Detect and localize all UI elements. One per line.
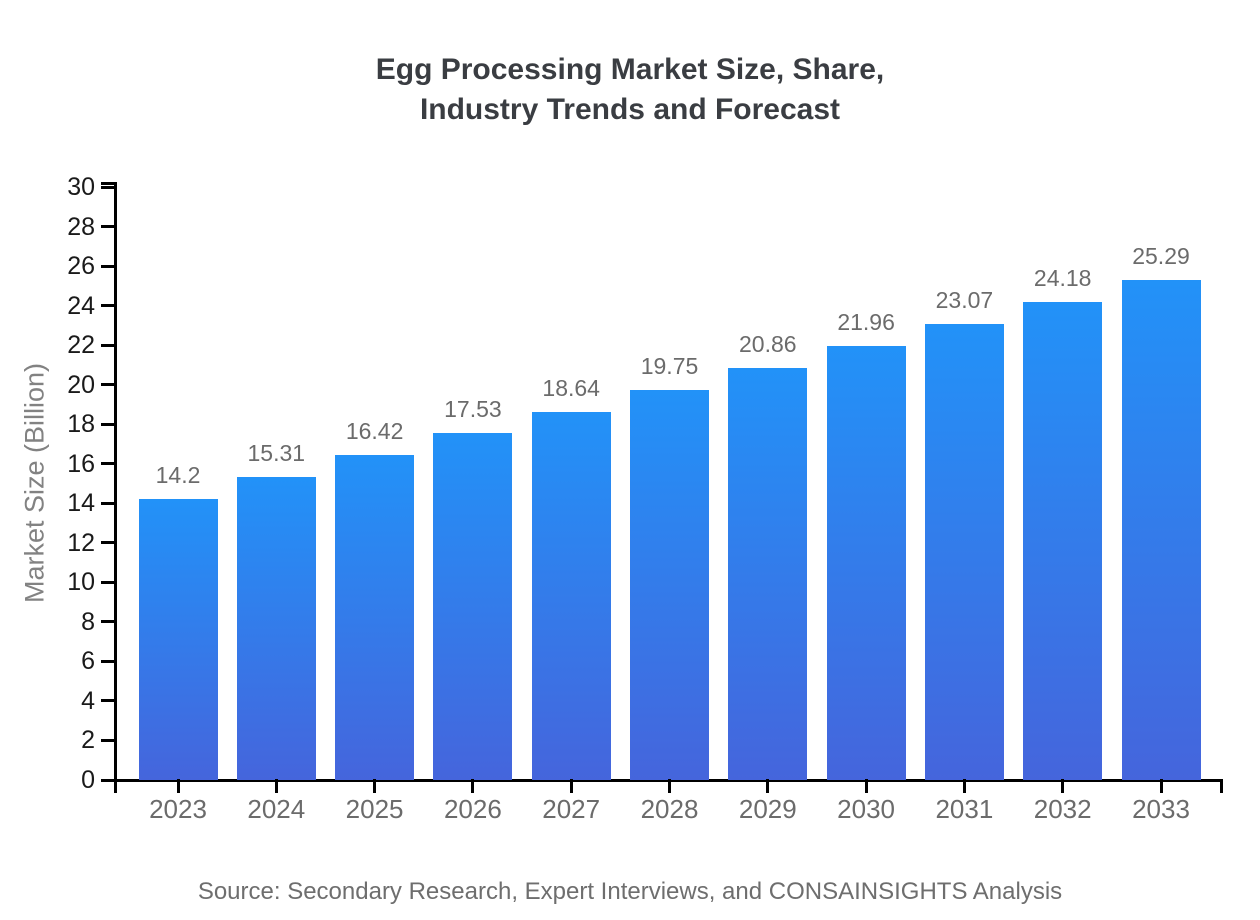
y-tick bbox=[101, 699, 114, 703]
x-tick-label: 2028 bbox=[640, 794, 699, 824]
x-tick-label: 2031 bbox=[935, 794, 994, 824]
chart-title: Egg Processing Market Size, Share, Indus… bbox=[0, 50, 1260, 130]
y-tick bbox=[101, 659, 114, 663]
x-axis-right-cap bbox=[1220, 779, 1223, 793]
bar-value-label: 14.2 bbox=[155, 462, 201, 489]
y-tick-label: 0 bbox=[81, 766, 95, 794]
y-tick-label: 16 bbox=[67, 449, 95, 478]
y-tick bbox=[101, 738, 114, 742]
x-tick-label: 2029 bbox=[738, 794, 797, 824]
y-tick bbox=[101, 620, 114, 624]
bar-value-label: 15.31 bbox=[247, 440, 306, 467]
x-tick-label: 2025 bbox=[345, 794, 404, 824]
x-tick-label: 2030 bbox=[837, 794, 896, 824]
y-axis bbox=[114, 182, 117, 783]
x-tick-label: 2026 bbox=[443, 794, 502, 824]
y-tick-label: 4 bbox=[81, 686, 95, 715]
x-tick bbox=[1159, 779, 1163, 793]
x-tick bbox=[962, 779, 966, 793]
x-tick bbox=[569, 779, 573, 793]
x-tick bbox=[864, 779, 868, 793]
y-tick bbox=[101, 383, 114, 387]
y-tick-label: 6 bbox=[81, 647, 95, 676]
y-tick-label: 26 bbox=[67, 252, 95, 281]
bar-value-label: 21.96 bbox=[837, 308, 895, 335]
y-tick bbox=[101, 580, 114, 584]
bar bbox=[630, 389, 709, 780]
y-tick-label: 22 bbox=[67, 331, 95, 360]
y-tick-label: 14 bbox=[67, 489, 95, 518]
y-tick-label: 12 bbox=[67, 528, 95, 557]
bar bbox=[236, 477, 316, 780]
y-tick-label: 2 bbox=[81, 726, 95, 755]
bar-value-label: 25.29 bbox=[1132, 243, 1190, 270]
bar-value-label: 23.07 bbox=[935, 286, 994, 313]
bar bbox=[826, 345, 906, 780]
y-tick bbox=[101, 778, 114, 782]
bar-value-label: 20.86 bbox=[739, 330, 797, 357]
x-tick-label: 2027 bbox=[542, 794, 601, 824]
bar-value-label: 24.18 bbox=[1033, 265, 1092, 292]
source-caption: Source: Secondary Research, Expert Inter… bbox=[197, 878, 1063, 905]
y-tick-label: 10 bbox=[67, 568, 95, 597]
bar-value-label: 17.53 bbox=[444, 396, 502, 423]
x-axis-left-cap bbox=[114, 779, 117, 793]
x-tick-label: 2024 bbox=[247, 794, 306, 824]
y-tick bbox=[101, 462, 114, 466]
bar bbox=[924, 323, 1004, 780]
x-tick bbox=[176, 779, 180, 793]
y-tick-label: 30 bbox=[67, 173, 95, 201]
bar bbox=[728, 367, 808, 780]
y-tick bbox=[101, 304, 114, 308]
y-tick-label: 18 bbox=[67, 410, 95, 439]
y-tick-label: 28 bbox=[67, 212, 95, 241]
bar bbox=[335, 455, 415, 780]
y-tick bbox=[101, 264, 114, 268]
y-tick bbox=[101, 541, 114, 545]
y-tick bbox=[101, 501, 114, 505]
y-tick-label: 24 bbox=[67, 291, 95, 320]
x-tick-label: 2032 bbox=[1033, 794, 1092, 824]
bar bbox=[138, 499, 218, 780]
x-tick bbox=[668, 779, 671, 793]
y-tick bbox=[101, 185, 114, 189]
bar-value-label: 16.42 bbox=[345, 418, 404, 445]
y-axis-top-cap bbox=[101, 182, 117, 185]
chart-title-line1: Egg Processing Market Size, Share, bbox=[375, 53, 885, 86]
y-tick bbox=[101, 343, 114, 347]
x-tick bbox=[274, 779, 278, 793]
x-tick bbox=[471, 779, 475, 793]
x-tick-label: 2033 bbox=[1132, 794, 1190, 824]
y-tick-label: 8 bbox=[81, 607, 95, 636]
x-tick bbox=[766, 779, 770, 793]
chart-title-line2: Industry Trends and Forecast bbox=[419, 93, 841, 126]
bar bbox=[1121, 280, 1201, 780]
bar-value-label: 19.75 bbox=[640, 352, 699, 379]
x-tick bbox=[1061, 779, 1065, 793]
bar-value-label: 18.64 bbox=[542, 374, 600, 401]
bar bbox=[433, 433, 513, 780]
x-tick-label: 2023 bbox=[149, 794, 207, 824]
y-tick bbox=[101, 422, 114, 426]
bar bbox=[531, 411, 611, 780]
bar bbox=[1023, 302, 1103, 780]
y-tick-label: 20 bbox=[67, 370, 95, 399]
y-tick bbox=[101, 225, 114, 229]
x-tick bbox=[373, 779, 377, 793]
